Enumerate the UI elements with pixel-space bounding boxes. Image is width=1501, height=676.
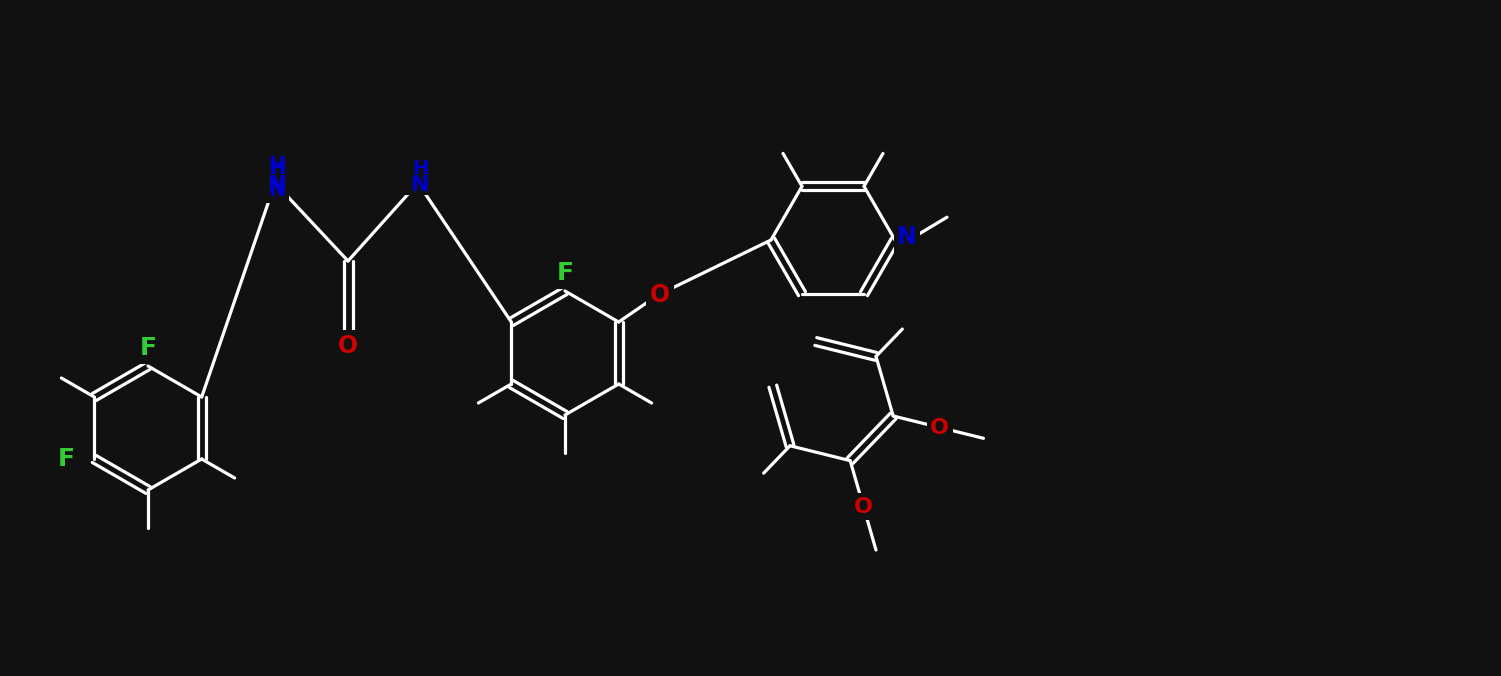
Text: O: O bbox=[854, 497, 874, 516]
Text: H: H bbox=[269, 160, 285, 178]
Text: N: N bbox=[411, 175, 429, 195]
Bar bbox=[257, 155, 297, 195]
Text: N: N bbox=[267, 175, 287, 195]
Text: N: N bbox=[898, 225, 917, 249]
Text: H: H bbox=[269, 160, 285, 178]
Text: F: F bbox=[57, 447, 75, 471]
Text: O: O bbox=[931, 418, 949, 437]
Text: F: F bbox=[140, 336, 156, 360]
Bar bbox=[399, 155, 440, 195]
Text: O: O bbox=[650, 283, 669, 307]
Text: F: F bbox=[557, 261, 573, 285]
Text: H
N: H N bbox=[269, 156, 285, 199]
Text: N: N bbox=[267, 175, 287, 195]
Text: H: H bbox=[411, 160, 428, 178]
Text: O: O bbox=[338, 334, 359, 358]
